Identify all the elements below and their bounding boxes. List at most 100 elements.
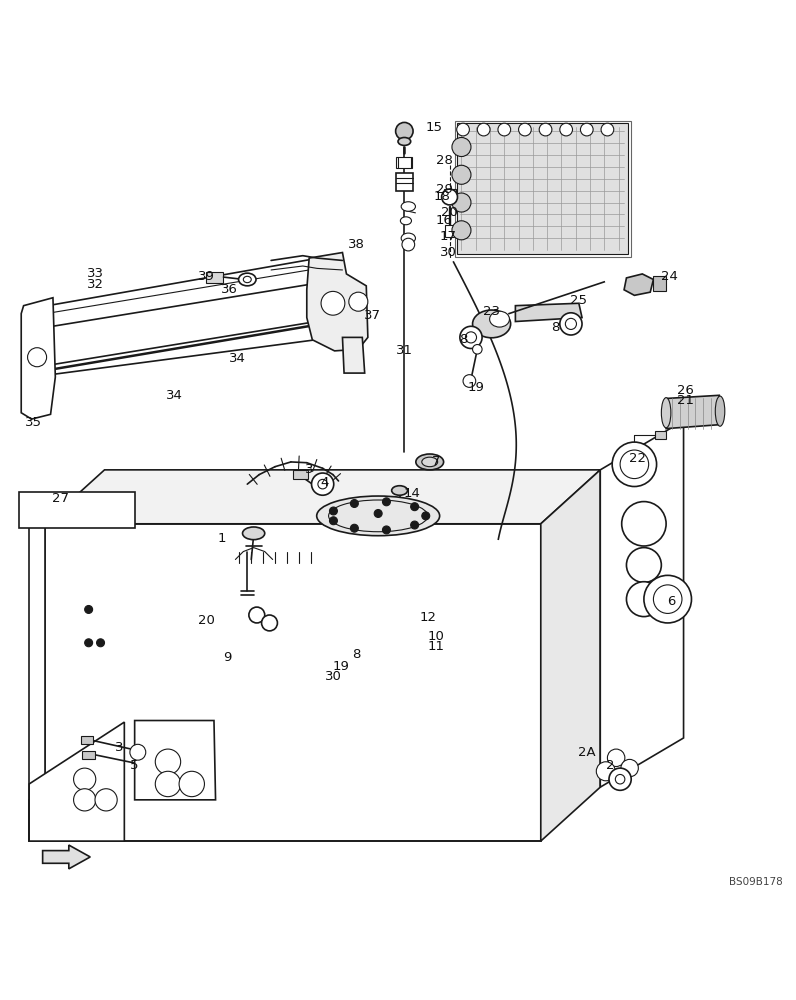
Ellipse shape [398,137,411,145]
Circle shape [330,517,338,525]
Text: 36: 36 [221,283,238,296]
Circle shape [330,507,338,515]
Text: 18: 18 [433,190,450,203]
Circle shape [518,123,531,136]
Circle shape [350,500,358,507]
Text: 38: 38 [349,238,365,251]
Ellipse shape [401,202,416,211]
Circle shape [350,524,358,532]
Circle shape [620,450,649,479]
Circle shape [155,749,181,774]
Circle shape [565,318,576,329]
Circle shape [466,332,477,343]
Circle shape [422,512,430,520]
Circle shape [452,165,471,184]
Text: 5: 5 [131,759,139,772]
Text: 35: 35 [25,416,41,429]
Polygon shape [45,524,540,841]
Text: 19: 19 [333,660,349,673]
Text: 8: 8 [353,648,361,661]
Circle shape [95,789,117,811]
Text: 8: 8 [551,321,560,334]
Text: 9: 9 [223,651,232,664]
Text: 3: 3 [115,741,123,754]
Text: 11: 11 [427,640,445,653]
Circle shape [96,639,104,647]
Circle shape [596,762,615,781]
Text: 20: 20 [441,206,458,219]
Text: 19: 19 [467,381,484,394]
Circle shape [452,193,471,212]
Polygon shape [25,258,326,329]
Circle shape [473,345,482,354]
Circle shape [321,291,345,315]
Text: 3: 3 [305,463,314,476]
Ellipse shape [661,398,671,428]
Bar [292,470,308,479]
Text: 2A: 2A [578,746,595,759]
Circle shape [411,503,419,511]
Text: 26: 26 [677,384,693,397]
Bar [80,736,93,744]
Circle shape [155,771,181,797]
Bar [445,225,455,237]
Circle shape [615,774,625,784]
Circle shape [626,548,661,582]
Circle shape [626,582,661,617]
Text: 21: 21 [677,394,693,407]
Text: 31: 31 [396,344,413,357]
Text: 25: 25 [571,294,587,307]
Text: 2: 2 [607,759,615,772]
Text: 28: 28 [435,154,452,167]
Polygon shape [29,784,45,841]
Circle shape [442,189,458,205]
Circle shape [452,137,471,157]
Text: 6: 6 [668,595,676,608]
Bar [444,189,456,195]
Ellipse shape [262,615,278,631]
Polygon shape [135,721,216,800]
Text: 17: 17 [439,230,456,243]
Bar [455,121,631,257]
Polygon shape [306,253,368,351]
Bar [396,157,412,168]
Polygon shape [29,524,45,841]
Circle shape [457,123,470,136]
Text: 16: 16 [435,214,452,227]
Text: 20: 20 [197,614,214,627]
Text: 7: 7 [431,455,440,468]
Circle shape [179,771,205,797]
Polygon shape [540,470,600,841]
Circle shape [539,123,552,136]
Bar [82,751,95,759]
Circle shape [311,473,334,495]
Circle shape [580,123,593,136]
Circle shape [402,238,415,251]
Polygon shape [43,845,90,869]
Circle shape [374,510,382,517]
Circle shape [609,768,631,790]
Circle shape [654,585,682,613]
Text: 29: 29 [435,183,452,196]
Bar [206,272,224,283]
Circle shape [621,759,638,777]
Text: 30: 30 [439,246,456,259]
Circle shape [601,123,614,136]
Circle shape [73,768,96,790]
Text: 24: 24 [661,270,677,283]
Text: 8: 8 [458,333,467,346]
Circle shape [382,526,390,534]
Circle shape [560,123,572,136]
Text: 37: 37 [364,309,381,322]
Ellipse shape [473,310,511,338]
Polygon shape [29,722,124,841]
Circle shape [349,292,368,311]
Circle shape [84,605,92,613]
Circle shape [622,502,666,546]
Text: 27: 27 [53,492,69,505]
Text: 39: 39 [197,270,214,283]
Polygon shape [515,303,582,322]
Ellipse shape [392,486,408,495]
Ellipse shape [416,454,443,470]
Ellipse shape [239,273,256,286]
